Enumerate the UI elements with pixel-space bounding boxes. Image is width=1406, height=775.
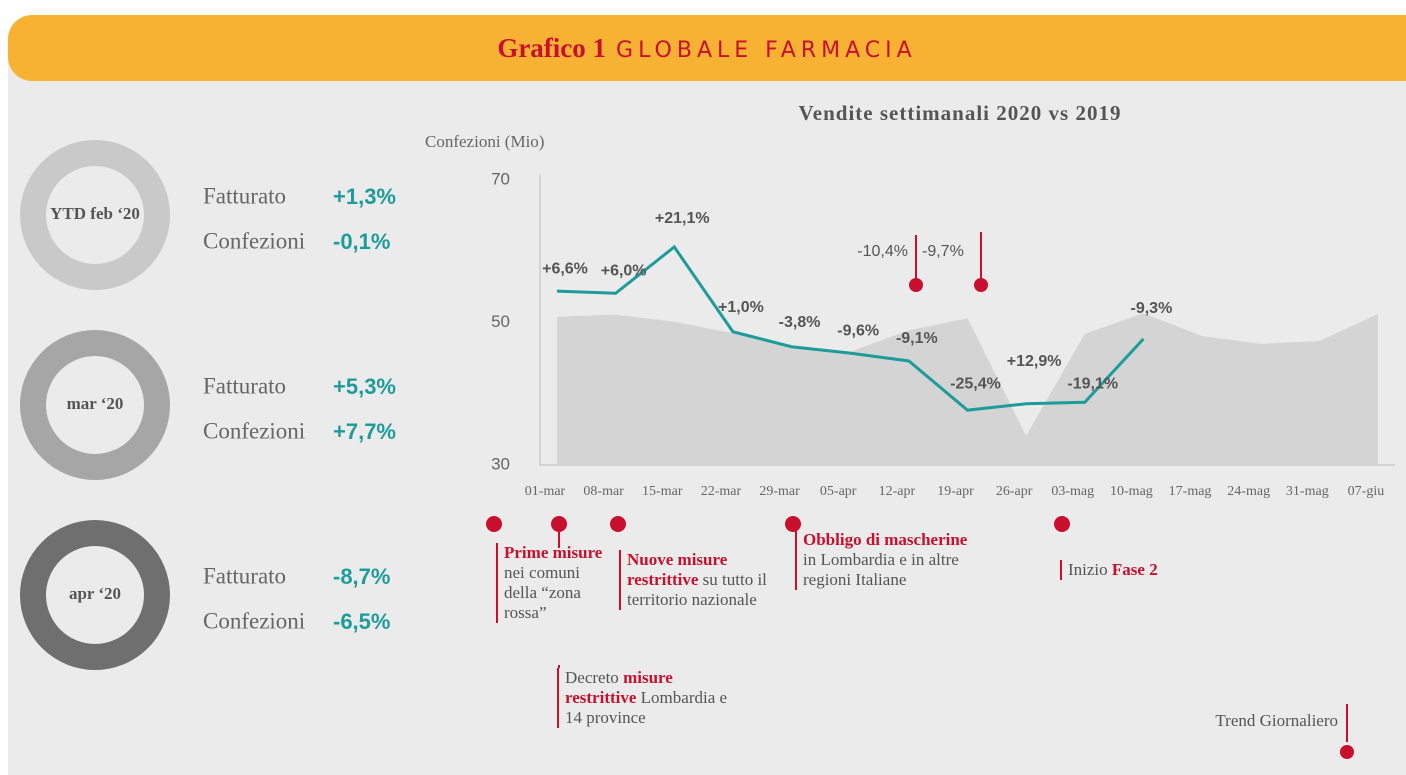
x-tick-label: 17-mag xyxy=(1169,484,1212,499)
header: Grafico 1 GLOBALE FARMACIA xyxy=(8,15,1406,81)
event: Nuove misure restrittive su tutto il ter… xyxy=(619,550,787,610)
kpi-value: -6,5% xyxy=(333,609,390,634)
change-label: -3,8% xyxy=(779,314,821,331)
event-dot xyxy=(785,516,801,532)
event-post: su tutto il territorio nazionale xyxy=(627,570,767,609)
event-bold: misure restrittive xyxy=(565,668,673,707)
trend-label: -10,4% xyxy=(857,243,908,260)
chart-title: Vendite settimanali 2020 vs 2019 xyxy=(799,101,1122,125)
x-tick-label: 05-apr xyxy=(820,484,857,499)
y-tick-label: 30 xyxy=(491,454,510,473)
x-tick-label: 26-apr xyxy=(996,484,1033,499)
kpi-period: apr ‘20 xyxy=(69,584,121,603)
change-label: +1,0% xyxy=(718,299,764,316)
kpi-value: -8,7% xyxy=(333,564,390,589)
event-bold: Prime misure xyxy=(504,543,603,562)
x-tick-label: 29-mar xyxy=(759,484,800,499)
change-label: +21,1% xyxy=(655,210,710,227)
change-label: +12,9% xyxy=(1007,353,1062,370)
kpi-label: Confezioni xyxy=(203,228,305,253)
event: Prime misure nei comuni della “zona ross… xyxy=(496,543,604,623)
event-bold: Fase 2 xyxy=(1111,560,1158,579)
header-prefix: Grafico 1 xyxy=(497,33,607,63)
trend-legend: Trend Giornaliero xyxy=(1215,711,1338,730)
event-pre: Decreto xyxy=(565,668,619,687)
donut xyxy=(20,330,170,480)
kpi-label: Fatturato xyxy=(203,563,286,588)
kpi-period: mar ‘20 xyxy=(67,394,124,413)
x-tick-label: 07-giu xyxy=(1348,484,1385,499)
kpi-label: Confezioni xyxy=(203,418,305,443)
trend-dot xyxy=(974,278,988,292)
change-label: -9,6% xyxy=(837,322,879,339)
area-2019 xyxy=(557,313,1378,465)
x-tick-label: 31-mag xyxy=(1286,484,1329,499)
trend-dot xyxy=(1340,745,1354,759)
x-tick-label: 15-mar xyxy=(642,484,683,499)
kpi-label: Fatturato xyxy=(203,183,286,208)
x-tick-label: 24-mag xyxy=(1227,484,1270,499)
header-title: GLOBALE FARMACIA xyxy=(616,38,917,63)
kpi-value: +1,3% xyxy=(333,184,396,209)
trend-dot xyxy=(909,278,923,292)
kpi-value: +7,7% xyxy=(333,419,396,444)
x-tick-label: 08-mar xyxy=(583,484,624,499)
change-label: -9,1% xyxy=(896,330,938,347)
event: Inizio Fase 2 xyxy=(1060,560,1228,580)
kpi-label: Fatturato xyxy=(203,373,286,398)
donut xyxy=(20,140,170,290)
y-tick-label: 70 xyxy=(491,169,510,188)
event-bold: Nuove misure restrittive xyxy=(627,550,728,589)
event: Obbligo di mascherine in Lombardia e in … xyxy=(795,530,968,590)
kpi-value: +5,3% xyxy=(333,374,396,399)
event: Decreto misure restrittive Lombardia e 1… xyxy=(557,668,735,728)
event-post: Lombardia e 14 province xyxy=(565,688,728,727)
y-axis-label: Confezioni (Mio) xyxy=(425,132,544,151)
change-label: -25,4% xyxy=(950,375,1001,392)
event-bold: Obbligo di mascherine xyxy=(803,530,968,549)
event-dots xyxy=(486,516,1070,668)
event-post: nei comuni della “zona rossa” xyxy=(504,563,581,622)
kpi-value: -0,1% xyxy=(333,229,390,254)
x-tick-label: 03-mag xyxy=(1051,484,1094,499)
kpi-period: YTD feb ‘20 xyxy=(50,204,140,223)
event-dot xyxy=(551,516,567,532)
x-tick-label: 22-mar xyxy=(701,484,742,499)
change-label: +6,0% xyxy=(601,263,647,280)
change-label: -19,1% xyxy=(1067,376,1118,393)
line-2020 xyxy=(556,244,1145,412)
donut xyxy=(20,520,170,670)
event-dot xyxy=(610,516,626,532)
x-tick-label: 01-mar xyxy=(525,484,566,499)
x-tick-label: 12-apr xyxy=(879,484,916,499)
event-post: in Lombardia e in altre regioni Italiane xyxy=(803,550,959,589)
x-tick-label: 19-apr xyxy=(937,484,974,499)
event-dot xyxy=(1054,516,1070,532)
event-dot xyxy=(486,516,502,532)
event-pre: Inizio xyxy=(1068,560,1108,579)
y-tick-label: 50 xyxy=(491,312,510,331)
change-label: +6,6% xyxy=(542,260,588,277)
kpi-label: Confezioni xyxy=(203,608,305,633)
change-label: -9,3% xyxy=(1131,300,1173,317)
x-tick-label: 10-mag xyxy=(1110,484,1153,499)
trend-label: -9,7% xyxy=(922,243,964,260)
